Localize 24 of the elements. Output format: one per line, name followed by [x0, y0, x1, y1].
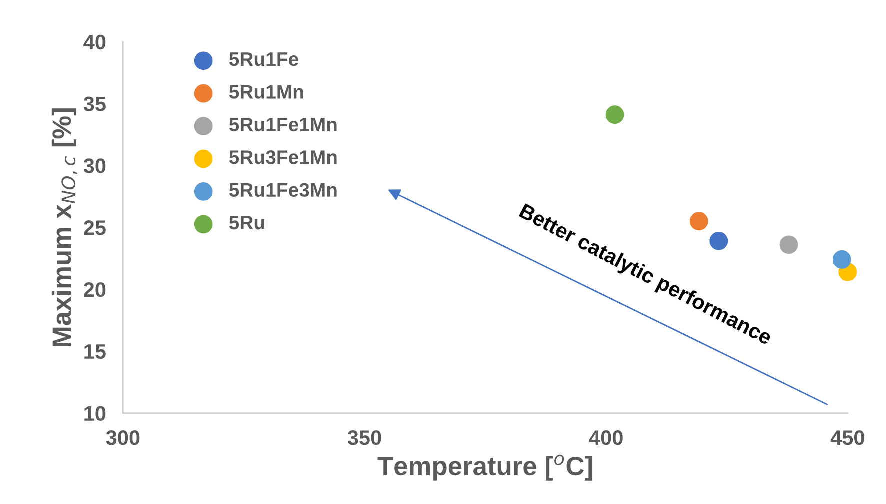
- y-axis-title: Maximum x$_{NO,c}$ [%]: [52, 108, 78, 346]
- y-tick-label: 25: [84, 220, 106, 236]
- point: [690, 212, 708, 231]
- legend-label: 5Ru1Fe: [229, 52, 298, 66]
- x-tick-label: 450: [830, 430, 864, 446]
- x-tick-label: 300: [106, 430, 140, 446]
- legend-label: 5Ru1Fe1Mn: [229, 118, 337, 132]
- y-tick-label: 30: [84, 158, 106, 174]
- legend-label: 5Ru3Fe1Mn: [229, 150, 337, 164]
- legend-label: 5Ru1Mn: [229, 85, 304, 99]
- y-tick-label: 10: [84, 406, 106, 422]
- y-tick-label: 20: [84, 282, 106, 298]
- legend-label: 5Ru1Fe3Mn: [229, 183, 337, 198]
- y-tick-label: 40: [84, 34, 106, 50]
- point: [710, 232, 728, 250]
- y-tick-label: 35: [84, 96, 106, 112]
- point: [606, 106, 624, 124]
- point: [780, 236, 798, 254]
- x-axis-title: Temperature [$^{o}$C]: [378, 454, 592, 481]
- y-tick-label: 15: [84, 344, 106, 360]
- x-tick-label: 350: [348, 430, 382, 446]
- legend-label: 5Ru: [229, 216, 264, 230]
- x-tick-label: 400: [589, 430, 623, 446]
- point: [832, 250, 852, 269]
